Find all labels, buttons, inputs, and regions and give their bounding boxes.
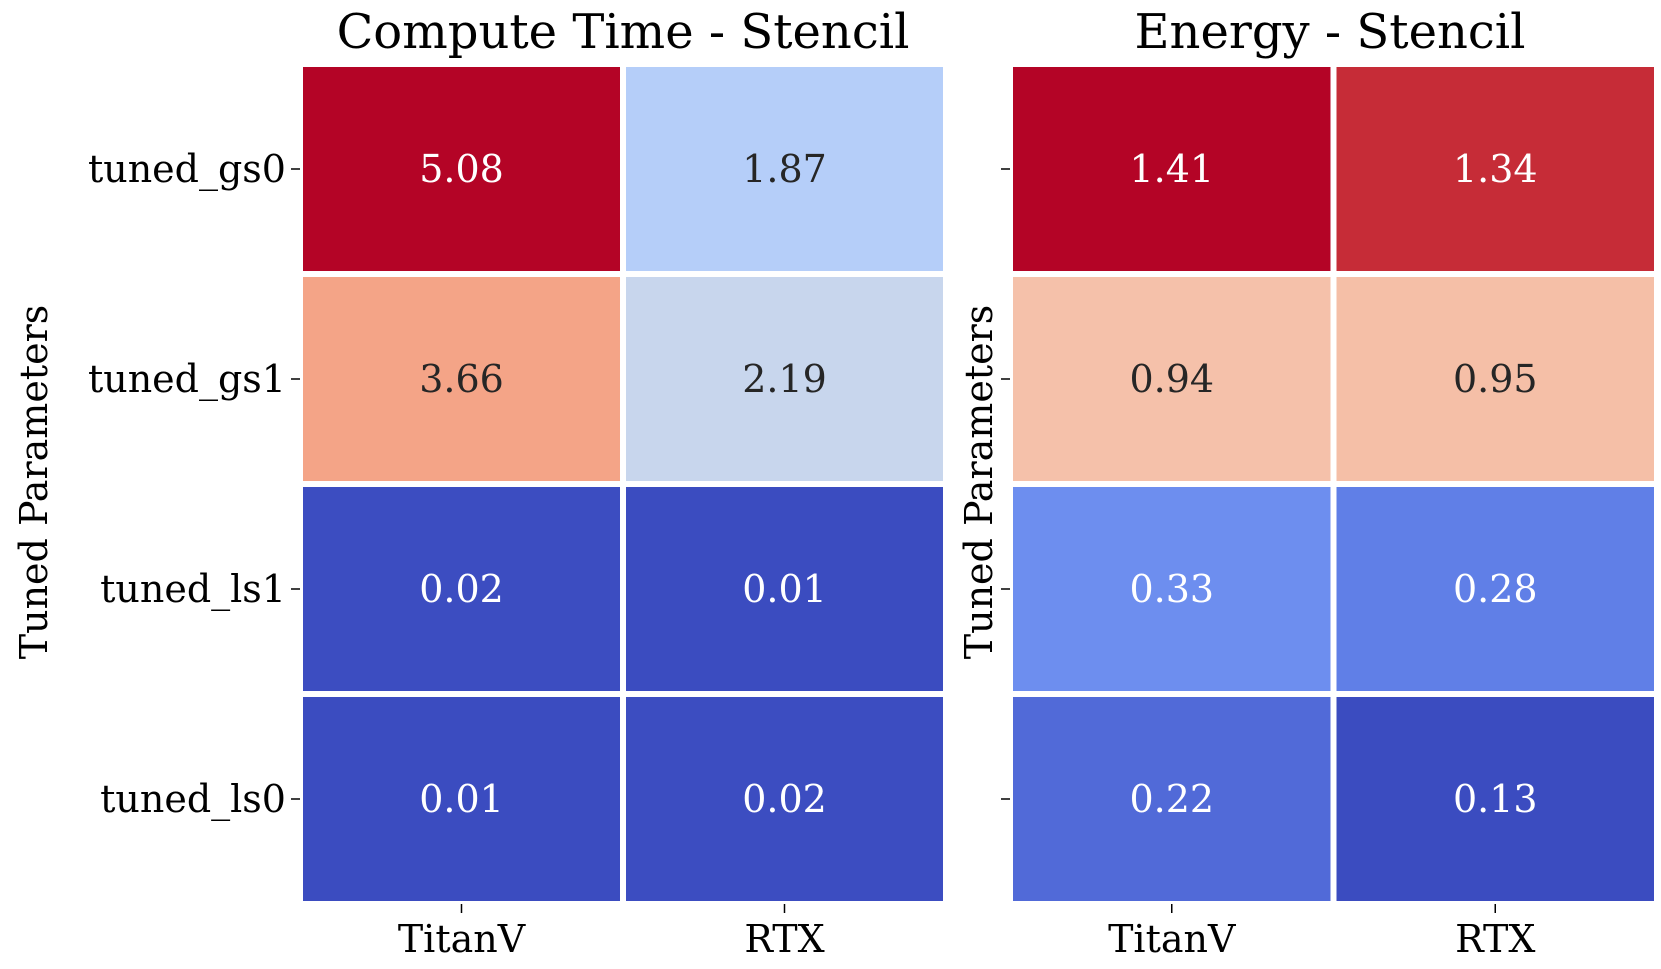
cell-value-label: 0.02 — [742, 777, 827, 821]
x-tick-label: TitanV — [398, 917, 526, 961]
chart-title: Energy - Stencil — [1135, 4, 1526, 60]
cell-value-label: 1.41 — [1129, 147, 1214, 191]
heatmap-cell-tuned_gs1-TitanV — [1007, 271, 1337, 487]
heatmap-cell-tuned_gs1-RTX — [1330, 271, 1660, 487]
heatmap-cell-tuned_ls1-TitanV — [1007, 481, 1337, 697]
cell-value-label: 1.34 — [1453, 147, 1538, 191]
cell-value-label: 0.01 — [742, 567, 827, 611]
cell-value-label: 0.02 — [419, 567, 504, 611]
x-tick-label: RTX — [744, 917, 824, 961]
cell-value-label: 0.95 — [1453, 357, 1538, 401]
y-tick-label: tuned_gs0 — [88, 147, 286, 192]
cell-value-label: 2.19 — [742, 357, 827, 401]
heatmap-cell-tuned_gs0-RTX — [620, 61, 949, 277]
cell-value-label: 5.08 — [419, 147, 504, 191]
x-tick-label: RTX — [1455, 917, 1535, 961]
heatmap-cell-tuned_gs0-TitanV — [297, 61, 626, 277]
y-tick-label: tuned_ls1 — [100, 567, 286, 612]
y-axis-label: Tuned Parameters — [12, 305, 56, 659]
cell-value-label: 0.22 — [1129, 777, 1214, 821]
y-tick-label: tuned_ls0 — [100, 777, 286, 822]
heatmap-cell-tuned_gs1-RTX — [620, 271, 949, 487]
heatmap-cell-tuned_ls1-RTX — [620, 481, 949, 697]
x-tick-label: TitanV — [1108, 917, 1236, 961]
cell-value-label: 0.01 — [419, 777, 504, 821]
cell-value-label: 0.33 — [1129, 567, 1214, 611]
energy-heatmap: Energy - Stencil Tuned Parameters 1.41 1.… — [957, 4, 1660, 961]
chart-title: Compute Time - Stencil — [337, 4, 910, 60]
cell-value-label: 0.94 — [1129, 357, 1214, 401]
cell-value-label: 1.87 — [742, 147, 827, 191]
heatmap-cell-tuned_ls0-RTX — [1330, 691, 1660, 907]
cell-value-label: 3.66 — [419, 357, 504, 401]
compute-time-heatmap: Compute Time - Stencil Tuned Parameters … — [12, 4, 949, 961]
heatmap-cell-tuned_ls1-RTX — [1330, 481, 1660, 697]
cell-value-label: 0.13 — [1453, 777, 1538, 821]
heatmap-cell-tuned_gs0-RTX — [1330, 61, 1660, 277]
cell-value-label: 0.28 — [1453, 567, 1538, 611]
heatmap-cell-tuned_ls0-RTX — [620, 691, 949, 907]
y-tick-label: tuned_gs1 — [88, 357, 286, 402]
y-axis-label: Tuned Parameters — [957, 305, 1001, 659]
